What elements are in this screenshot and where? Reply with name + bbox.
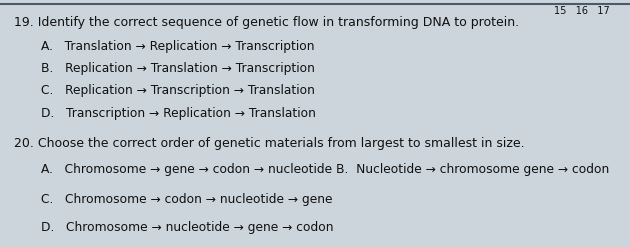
Text: D.   Chromosome → nucleotide → gene → codon: D. Chromosome → nucleotide → gene → codo… — [41, 221, 333, 234]
Text: 19. Identify the correct sequence of genetic flow in transforming DNA to protein: 19. Identify the correct sequence of gen… — [14, 16, 519, 29]
Text: 20. Choose the correct order of genetic materials from largest to smallest in si: 20. Choose the correct order of genetic … — [14, 137, 525, 150]
Text: A.   Chromosome → gene → codon → nucleotide B.  Nucleotide → chromosome gene → c: A. Chromosome → gene → codon → nucleotid… — [41, 163, 609, 176]
Text: A.   Translation → Replication → Transcription: A. Translation → Replication → Transcrip… — [41, 40, 314, 53]
Text: C.   Replication → Transcription → Translation: C. Replication → Transcription → Transla… — [41, 84, 315, 97]
Text: C.   Chromosome → codon → nucleotide → gene: C. Chromosome → codon → nucleotide → gen… — [41, 193, 333, 206]
Text: 15   16   17: 15 16 17 — [554, 6, 610, 16]
Text: D.   Transcription → Replication → Translation: D. Transcription → Replication → Transla… — [41, 107, 316, 121]
Text: B.   Replication → Translation → Transcription: B. Replication → Translation → Transcrip… — [41, 62, 315, 75]
